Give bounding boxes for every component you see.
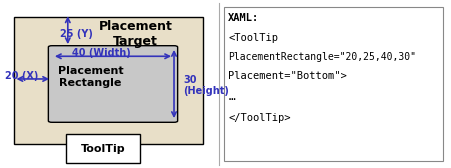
Text: …: …	[228, 92, 235, 102]
Text: <ToolTip: <ToolTip	[228, 33, 278, 43]
Text: 30
(Height): 30 (Height)	[183, 75, 228, 96]
Bar	[223, 7, 442, 161]
Text: 40 (Width): 40 (Width)	[72, 48, 131, 58]
Text: 25 (Y): 25 (Y)	[60, 29, 93, 39]
Bar	[14, 17, 203, 144]
Text: 20 (X): 20 (X)	[5, 71, 38, 81]
Text: XAML:: XAML:	[228, 13, 259, 24]
FancyBboxPatch shape	[48, 46, 177, 122]
Text: Placement="Bottom">: Placement="Bottom">	[228, 71, 346, 81]
Text: Placement
Rectangle: Placement Rectangle	[57, 67, 123, 88]
Text: ToolTip: ToolTip	[81, 144, 125, 154]
Text: PlacementRectangle="20,25,40,30": PlacementRectangle="20,25,40,30"	[228, 52, 415, 62]
Bar	[65, 134, 140, 163]
Text: Placement
Target: Placement Target	[98, 20, 172, 48]
Text: </ToolTip>: </ToolTip>	[228, 113, 290, 123]
